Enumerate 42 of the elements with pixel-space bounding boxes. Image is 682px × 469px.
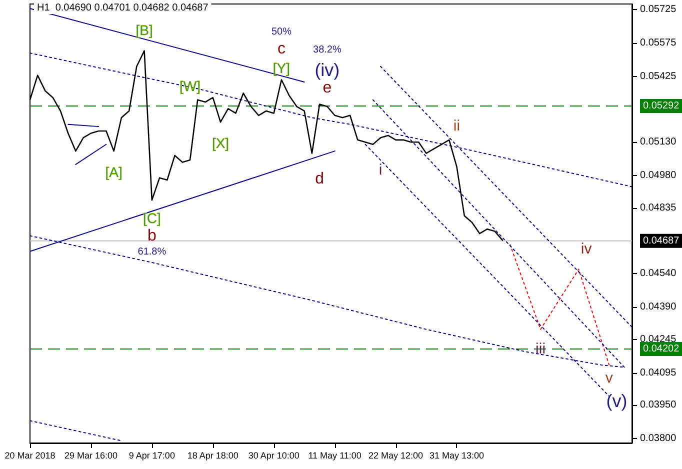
- x-tick-label: 18 Apr 18:00: [187, 450, 238, 460]
- annotation: d: [315, 170, 324, 188]
- x-tick-label: 20 Mar 2018: [4, 450, 56, 460]
- annotation: 38.2%: [313, 44, 342, 56]
- annotation: (iv): [314, 60, 340, 80]
- chart-title: H1 0.04690 0.04701 0.04682 0.04687: [37, 2, 209, 14]
- annotation: i: [378, 162, 382, 178]
- y-tick-label: 0.04540: [640, 268, 677, 280]
- ref-line-label: 0.04687: [643, 235, 680, 246]
- y-tick-label: 0.03950: [640, 400, 677, 411]
- annotation: v: [605, 370, 614, 386]
- ref-line-label: 0.05292: [643, 100, 680, 112]
- annotation: ii: [453, 118, 460, 134]
- annotation: e: [322, 80, 332, 96]
- annotation: [Y]: [272, 60, 290, 76]
- x-tick-label: 31 May 13:00: [429, 450, 484, 460]
- y-tick-label: 0.05425: [640, 70, 677, 82]
- y-tick-label: 0.05130: [640, 136, 677, 148]
- y-tick-label: 0.04835: [640, 202, 677, 214]
- annotation: 50%: [271, 26, 292, 38]
- x-tick-label: 9 Apr 17:00: [128, 450, 175, 460]
- y-tick-label: 0.03800: [640, 433, 677, 444]
- annotation: 61.8%: [138, 246, 166, 258]
- y-tick-label: 0.04980: [640, 170, 677, 182]
- annotation: [B]: [136, 22, 153, 38]
- annotation: [X]: [212, 135, 230, 151]
- y-tick-label: 0.04390: [640, 302, 677, 313]
- y-tick-label: 0.05725: [640, 4, 677, 16]
- x-tick-label: 29 Mar 16:00: [64, 450, 118, 460]
- y-tick-label: 0.04095: [640, 367, 677, 378]
- annotation: (v): [606, 391, 628, 411]
- annotation: [C]: [142, 210, 161, 226]
- annotation: b: [147, 228, 156, 244]
- annotation: iv: [580, 240, 592, 258]
- x-tick-label: 22 May 12:00: [368, 450, 424, 460]
- x-tick-label: 11 May 11:00: [308, 450, 362, 460]
- ref-line-label: 0.04202: [643, 343, 680, 354]
- y-tick-label: 0.05575: [640, 38, 677, 48]
- annotation: [A]: [105, 164, 122, 180]
- x-tick-label: 30 Apr 10:00: [248, 450, 300, 460]
- annotation: c: [277, 40, 286, 58]
- y-tick-label: 0.04245: [640, 334, 677, 345]
